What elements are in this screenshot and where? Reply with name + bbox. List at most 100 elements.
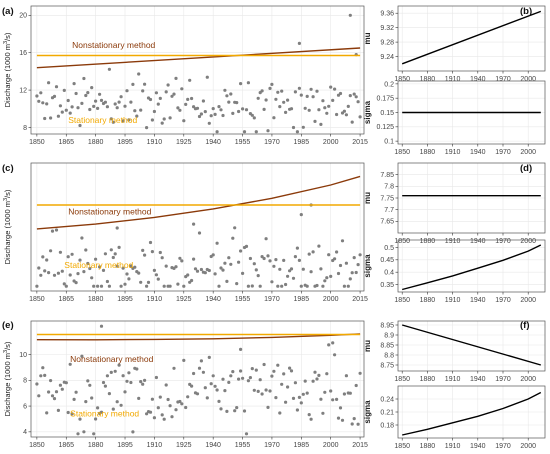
data-point xyxy=(329,274,333,278)
data-point xyxy=(133,265,137,269)
data-point xyxy=(295,246,299,250)
data-point xyxy=(188,78,192,82)
x-tick-label: 1880 xyxy=(420,443,436,450)
data-point xyxy=(311,250,315,254)
data-point xyxy=(299,213,303,217)
data-point xyxy=(35,284,39,288)
data-point xyxy=(291,125,296,130)
data-point xyxy=(301,125,305,129)
data-point xyxy=(158,250,162,255)
data-point xyxy=(221,268,225,272)
y-axis-label: mu xyxy=(363,340,372,352)
data-point xyxy=(74,390,78,394)
data-point xyxy=(244,432,249,436)
data-point xyxy=(90,276,94,280)
data-point xyxy=(60,387,64,391)
data-point xyxy=(303,106,307,110)
y-tick-label: 16 xyxy=(19,50,27,57)
data-point xyxy=(315,283,319,288)
data-point xyxy=(297,86,301,90)
y-tick-label: 0.24 xyxy=(380,396,394,403)
x-tick-label: 1895 xyxy=(117,139,133,146)
data-point xyxy=(84,400,88,404)
data-point xyxy=(221,377,225,381)
data-point xyxy=(241,376,245,380)
data-point xyxy=(96,106,100,110)
data-point xyxy=(260,392,264,396)
data-point xyxy=(148,240,153,245)
data-point xyxy=(92,284,96,288)
y-axis-label: Discharge (1000 m3/s) xyxy=(3,341,12,416)
x-tick-label: 1850 xyxy=(29,139,45,146)
panel-d1: 1850 1880 1910 1940 1970 20007.657.77.757.87.… xyxy=(363,162,546,245)
data-point xyxy=(244,108,249,112)
data-point xyxy=(199,359,203,363)
x-tick-label: 1970 xyxy=(264,139,280,146)
data-point xyxy=(72,397,76,401)
data-point xyxy=(291,396,296,400)
data-point xyxy=(293,381,297,385)
data-point xyxy=(219,266,223,270)
data-point xyxy=(323,279,327,283)
data-point xyxy=(203,271,207,275)
data-point xyxy=(354,270,358,275)
data-point xyxy=(217,399,221,403)
data-point xyxy=(164,90,168,94)
data-point xyxy=(319,397,323,401)
data-point xyxy=(325,111,329,115)
data-point xyxy=(282,258,286,262)
data-point xyxy=(223,261,227,265)
data-point xyxy=(256,96,260,100)
data-point xyxy=(309,417,313,421)
x-tick-label: 2000 xyxy=(520,443,536,450)
data-point xyxy=(348,391,352,395)
data-point xyxy=(356,422,360,426)
data-point xyxy=(231,370,235,374)
data-point xyxy=(250,284,254,288)
data-point xyxy=(160,413,164,417)
data-point xyxy=(254,368,258,372)
data-point xyxy=(274,258,278,262)
x-tick-label: 2000 xyxy=(520,376,536,383)
panel-f1: 1850 1880 1910 1940 1970 2000 8.75 8.8 8.85 8.9 8.… xyxy=(363,320,546,383)
x-tick-label: 1865 xyxy=(58,139,74,146)
x-tick-label: 1865 xyxy=(58,296,74,303)
data-point xyxy=(186,97,190,101)
data-point xyxy=(270,82,274,86)
y-axis-label: Discharge (1000 m3/s) xyxy=(3,189,12,264)
annotation-stationary: Stationary method xyxy=(70,408,139,418)
data-point xyxy=(305,284,309,288)
data-point xyxy=(262,107,266,111)
data-point xyxy=(80,236,84,240)
panel-b2: 1850 1880 1910 1940 1970 2000 0.1 0.125 0.15 0.17… xyxy=(363,80,546,156)
data-point xyxy=(121,119,125,123)
data-point xyxy=(270,374,274,378)
data-point xyxy=(266,129,270,133)
data-point xyxy=(207,268,211,273)
x-tick-label: 2000 xyxy=(520,76,536,83)
data-point xyxy=(254,268,258,272)
data-point xyxy=(321,99,325,103)
data-point xyxy=(246,81,250,85)
y-tick-label: 0.18 xyxy=(380,422,394,429)
data-point xyxy=(201,370,205,374)
data-point xyxy=(205,396,209,400)
data-point xyxy=(66,410,70,415)
x-tick-label: 1940 xyxy=(470,443,486,450)
y-axis-label: sigma xyxy=(363,254,372,278)
data-point xyxy=(96,284,100,288)
x-tick-label: 1970 xyxy=(495,297,511,304)
data-point xyxy=(288,366,292,370)
data-point xyxy=(354,95,358,99)
data-point xyxy=(246,379,250,383)
y-tick-label: 7.65 xyxy=(380,219,394,226)
data-point xyxy=(127,118,131,122)
data-point xyxy=(143,82,147,86)
y-tick-label: 0.175 xyxy=(376,96,394,103)
x-tick-label: 1940 xyxy=(205,442,221,449)
x-tick-label: 1880 xyxy=(88,442,104,449)
data-point xyxy=(274,97,278,101)
data-point xyxy=(96,406,100,410)
data-point xyxy=(117,363,121,367)
